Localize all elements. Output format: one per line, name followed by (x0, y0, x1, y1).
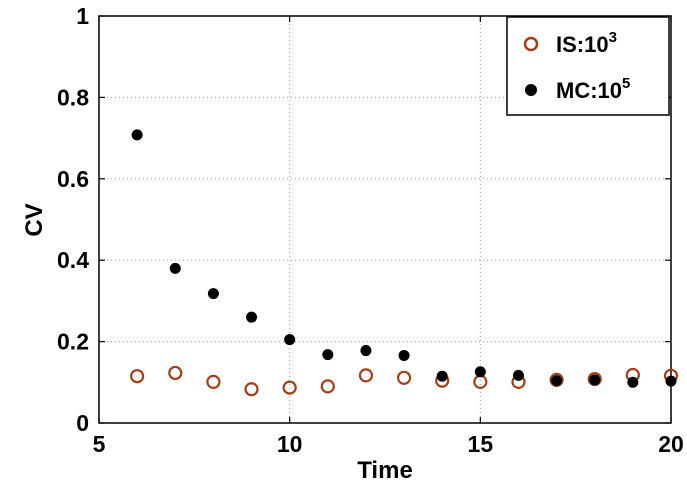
legend-marker-is (523, 36, 539, 52)
legend-marker-mc (525, 84, 537, 96)
x-tick-label: 10 (277, 431, 303, 457)
y-tick-label: 0.2 (57, 329, 89, 355)
y-tick-label: 0.6 (57, 166, 89, 192)
is-point (396, 370, 412, 385)
is-point (244, 382, 259, 397)
plot-frame (98, 15, 672, 424)
y-axis-label: CV (21, 203, 48, 236)
is-point (320, 379, 335, 394)
x-tick-label: 5 (93, 431, 106, 457)
mc-point (131, 129, 143, 141)
mc-point (436, 370, 448, 382)
mc-point (474, 366, 486, 378)
y-tick-label: 1 (76, 3, 89, 29)
y-tick-label: 0.4 (57, 247, 89, 273)
mc-point (512, 369, 524, 381)
mc-point (627, 376, 639, 388)
is-point (358, 368, 374, 383)
is-point (282, 380, 297, 395)
mc-point (665, 375, 677, 387)
x-axis-label: Time (357, 457, 413, 484)
legend: IS:103 MC:105 (506, 16, 670, 116)
y-tick-label: 0.8 (57, 84, 89, 110)
mc-point (207, 288, 219, 300)
x-tick-label: 15 (468, 431, 494, 457)
mc-point (246, 311, 258, 323)
x-tick-label: 20 (658, 431, 684, 457)
is-point (206, 374, 221, 389)
mc-point (284, 334, 296, 346)
axis-ticks: 5 10 15 20 0 0.2 0.4 0.6 0.8 1 (57, 3, 684, 457)
mc-point (360, 345, 372, 357)
mc-point (589, 374, 601, 386)
is-point (130, 369, 145, 384)
legend-box (506, 16, 670, 116)
legend-label-is: IS:103 (556, 29, 617, 57)
data-points (130, 129, 679, 397)
mc-point (398, 349, 410, 361)
y-tick-label: 0 (76, 410, 89, 436)
legend-label-mc: MC:105 (556, 75, 630, 103)
mc-point (169, 262, 181, 274)
mc-point (551, 375, 563, 387)
is-point (168, 365, 183, 381)
mc-point (322, 349, 334, 361)
